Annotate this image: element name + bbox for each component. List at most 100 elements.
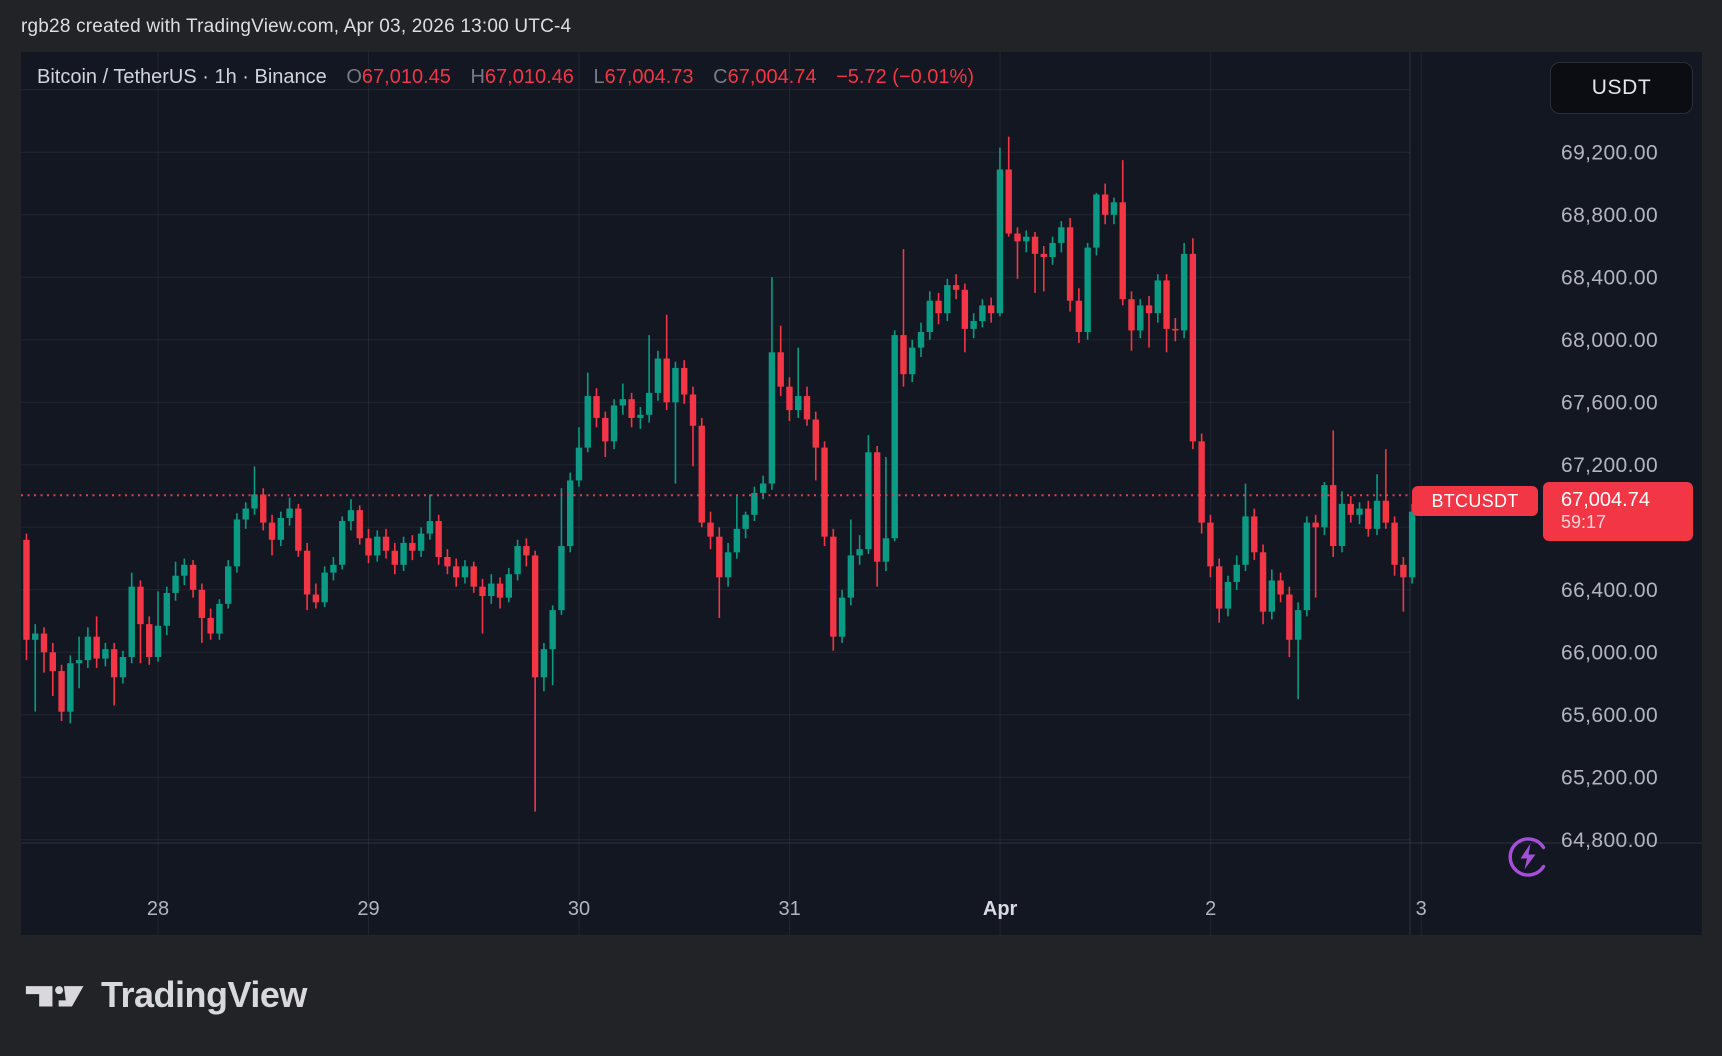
candle-body bbox=[909, 347, 916, 375]
candle-body bbox=[1268, 580, 1276, 612]
candle-body bbox=[1163, 280, 1170, 329]
price-axis-label: 69,200.00 bbox=[1561, 141, 1658, 164]
candle-body bbox=[759, 483, 767, 493]
candle-body bbox=[900, 335, 907, 375]
candle-body bbox=[251, 494, 258, 509]
tradingview-logo[interactable]: TradingView bbox=[25, 972, 307, 1018]
price-axis-label: 68,400.00 bbox=[1561, 266, 1658, 289]
candle-body bbox=[672, 367, 679, 403]
candle-body bbox=[1128, 299, 1135, 331]
candle-body bbox=[865, 452, 872, 550]
candle-body bbox=[128, 586, 135, 657]
candle-body bbox=[1005, 169, 1012, 234]
time-axis-label: 30 bbox=[568, 898, 590, 920]
candle-body bbox=[453, 566, 460, 578]
candle-body bbox=[987, 305, 995, 314]
candle-body bbox=[637, 414, 644, 418]
candle-body bbox=[505, 574, 513, 598]
candle-body bbox=[163, 592, 170, 626]
candle-body bbox=[382, 536, 390, 551]
candle-body bbox=[67, 663, 74, 712]
candle-body bbox=[1382, 500, 1390, 523]
candle-body bbox=[1242, 516, 1249, 565]
low-value: 67,004.73 bbox=[604, 66, 694, 88]
candle-body bbox=[496, 583, 504, 598]
tradingview-logo-text: TradingView bbox=[101, 974, 307, 1015]
candle-body bbox=[926, 300, 933, 332]
candle-body bbox=[707, 522, 714, 537]
candle-body bbox=[146, 624, 153, 657]
candle-body bbox=[268, 522, 276, 540]
time-axis-label: 3 bbox=[1416, 898, 1427, 920]
candle-body bbox=[777, 352, 784, 387]
candle-body bbox=[1408, 511, 1416, 578]
candle-body bbox=[1356, 508, 1363, 515]
candle-body bbox=[119, 656, 127, 678]
candle-body bbox=[40, 633, 48, 653]
candle-body bbox=[751, 492, 758, 515]
candle-body bbox=[856, 549, 863, 556]
candle-body bbox=[847, 555, 855, 598]
candle-body bbox=[917, 331, 925, 348]
candle-body bbox=[742, 514, 749, 529]
candle-body bbox=[812, 419, 819, 448]
candle-body bbox=[137, 586, 144, 625]
currency-toggle-button[interactable]: USDT bbox=[1550, 62, 1693, 114]
boost-lightning-icon[interactable] bbox=[1506, 835, 1550, 879]
candle-body bbox=[1365, 508, 1372, 529]
candle-body bbox=[330, 564, 337, 573]
candle-body bbox=[882, 538, 890, 562]
candle-body bbox=[1154, 280, 1161, 314]
price-axis-label: 68,800.00 bbox=[1561, 204, 1658, 227]
candlestick-chart[interactable]: 69,200.00 68,800.00 68,400.00 68,000.00 67,6… bbox=[21, 52, 1702, 935]
candle-body bbox=[602, 417, 609, 442]
candle-body bbox=[303, 550, 311, 595]
candle-body bbox=[417, 533, 425, 551]
candle-body bbox=[1066, 227, 1074, 301]
candle-body bbox=[1294, 610, 1302, 640]
candle-body bbox=[1303, 522, 1311, 611]
candle-body bbox=[1119, 202, 1126, 300]
price-axis-label: 64,800.00 bbox=[1561, 829, 1658, 852]
candle-body bbox=[365, 538, 372, 556]
candle-body bbox=[1101, 194, 1109, 215]
symbol-title: Bitcoin / TetherUS · 1h · Binance bbox=[37, 66, 327, 88]
candle-body bbox=[540, 649, 548, 678]
candle-body bbox=[830, 536, 837, 637]
tradingview-logo-icon bbox=[25, 986, 84, 1007]
candle-body bbox=[1259, 552, 1267, 612]
candle-body bbox=[444, 556, 451, 567]
candle-body bbox=[891, 335, 898, 539]
candle-body bbox=[207, 617, 214, 634]
candle-body bbox=[1391, 522, 1398, 565]
candle-body bbox=[1330, 485, 1337, 547]
candle-body bbox=[400, 542, 407, 565]
candle-body bbox=[549, 610, 556, 650]
candle-body bbox=[961, 289, 969, 329]
time-axis-label: Apr bbox=[983, 898, 1018, 920]
candle-body bbox=[786, 386, 793, 411]
candle-body bbox=[970, 321, 977, 329]
candle-body bbox=[681, 367, 688, 395]
candle-body bbox=[795, 396, 802, 411]
candle-body bbox=[733, 528, 741, 553]
candle-body bbox=[698, 425, 705, 523]
candle-body bbox=[49, 652, 56, 672]
candle-body bbox=[1224, 581, 1232, 609]
candle-body bbox=[242, 508, 249, 520]
chart-panel[interactable]: 69,200.00 68,800.00 68,400.00 68,000.00 67,6… bbox=[21, 52, 1702, 935]
candle-body bbox=[996, 169, 1004, 314]
candle-body bbox=[1251, 516, 1258, 553]
candle-body bbox=[277, 517, 284, 540]
last-price-value: 67,004.74 bbox=[1561, 489, 1650, 511]
candle-body bbox=[1084, 247, 1091, 332]
candle-body bbox=[470, 566, 477, 587]
candle-body bbox=[1347, 503, 1354, 515]
candle-body bbox=[391, 550, 399, 565]
close-value: 67,004.74 bbox=[727, 66, 817, 88]
candle-body bbox=[531, 555, 539, 678]
candle-body bbox=[584, 396, 591, 448]
candle-body bbox=[1145, 305, 1153, 314]
candle-body bbox=[1277, 580, 1284, 595]
